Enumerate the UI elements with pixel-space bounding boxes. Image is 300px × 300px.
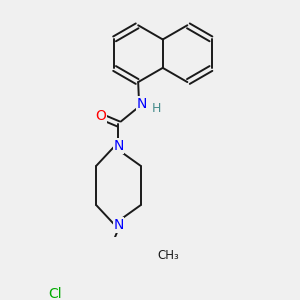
Text: Cl: Cl [49, 287, 62, 300]
Text: O: O [96, 109, 106, 123]
Text: CH₃: CH₃ [157, 249, 179, 262]
Text: H: H [152, 102, 161, 115]
Text: N: N [113, 218, 124, 232]
Text: N: N [137, 97, 147, 111]
Text: N: N [113, 139, 124, 153]
